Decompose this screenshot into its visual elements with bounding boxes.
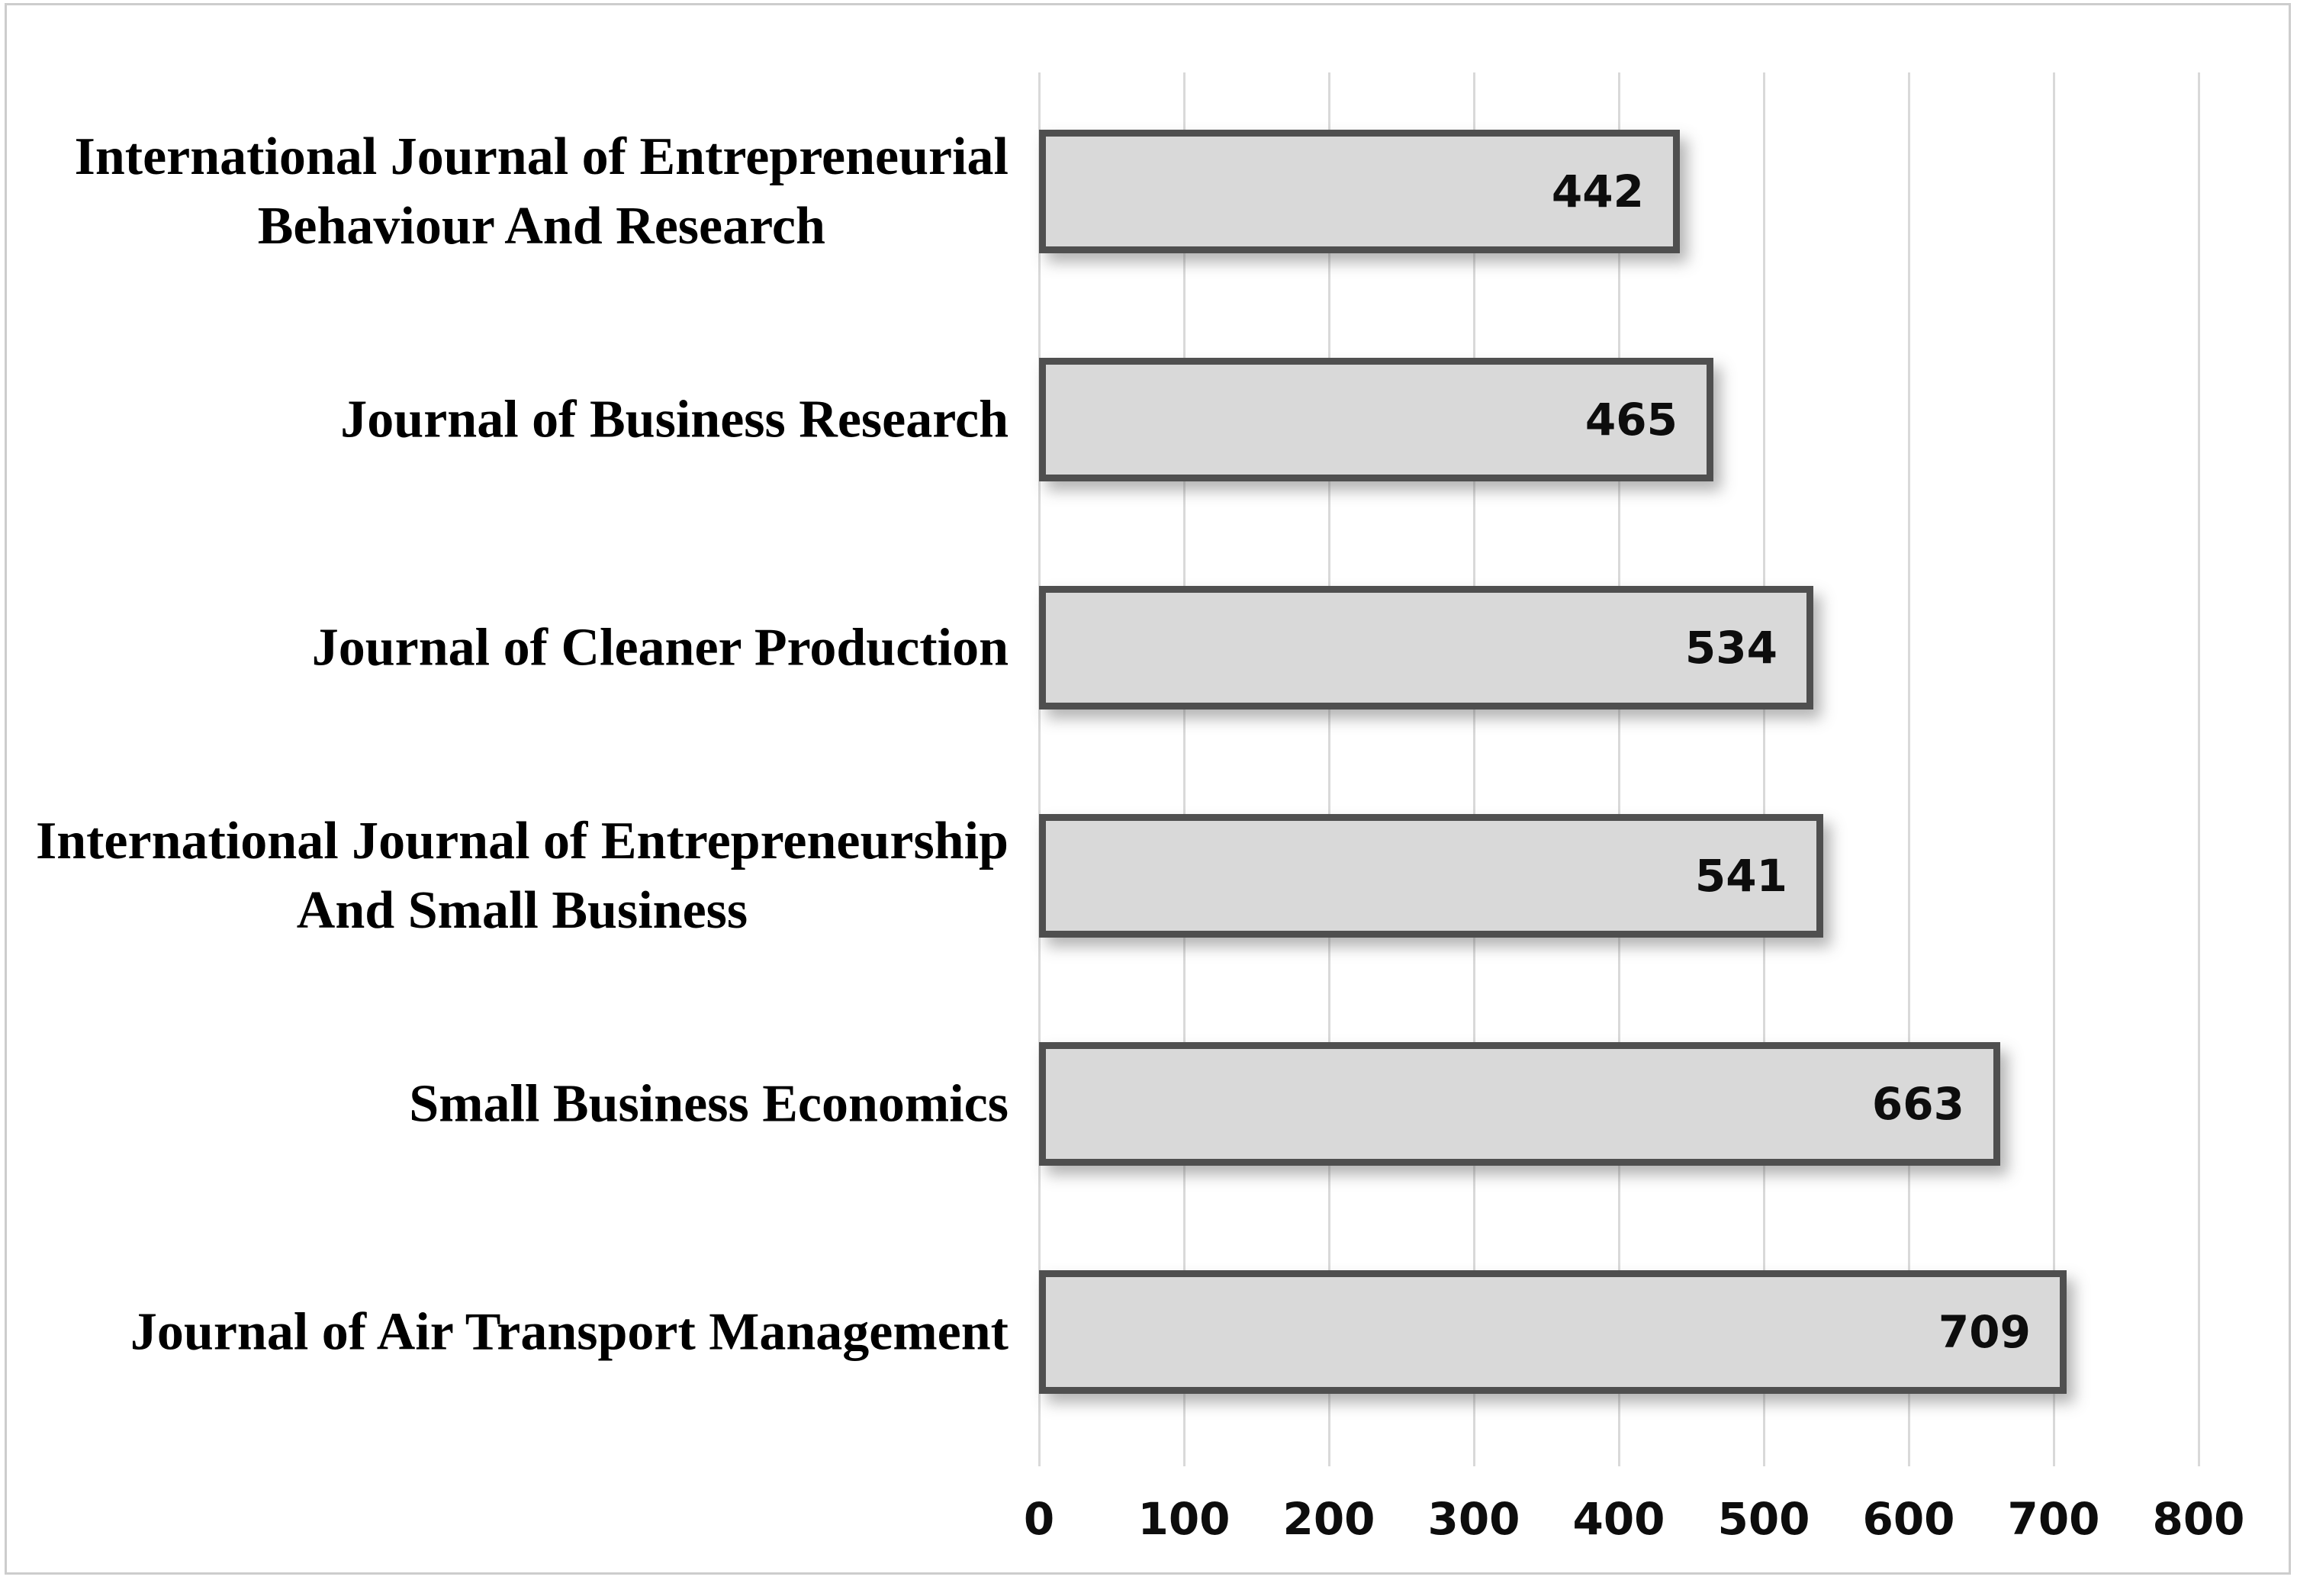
value-label: 534 <box>1684 622 1777 674</box>
bar: 663 <box>1039 1042 2000 1166</box>
x-tick-label: 300 <box>1427 1493 1520 1545</box>
x-tick-label: 100 <box>1137 1493 1231 1545</box>
category-label: Small Business Economics <box>409 1074 1009 1134</box>
gridline <box>2053 72 2055 1466</box>
bar: 541 <box>1039 814 1823 938</box>
value-label: 465 <box>1584 394 1678 446</box>
x-tick-label: 500 <box>1717 1493 1810 1545</box>
gridline <box>1473 72 1475 1466</box>
gridline <box>2198 72 2200 1466</box>
value-label: 442 <box>1551 166 1644 217</box>
category-label: Journal of Air Transport Management <box>130 1302 1009 1362</box>
x-tick-label: 200 <box>1282 1493 1375 1545</box>
x-tick-label: 800 <box>2152 1493 2245 1545</box>
bar: 534 <box>1039 586 1813 710</box>
gridline <box>1328 72 1330 1466</box>
category-label: International Journal of Entrepreneurshi… <box>35 812 1009 940</box>
category-label: Journal of Business Research <box>340 390 1009 449</box>
bar: 442 <box>1039 130 1680 253</box>
gridline <box>1618 72 1620 1466</box>
x-tick-label: 400 <box>1572 1493 1665 1545</box>
x-tick-label: 0 <box>1023 1493 1055 1545</box>
value-label: 663 <box>1871 1078 1964 1130</box>
bar: 709 <box>1039 1270 2067 1394</box>
x-tick-label: 700 <box>2007 1493 2100 1545</box>
category-label: International Journal of Entrepreneurial… <box>74 127 1009 256</box>
gridline <box>1908 72 1910 1466</box>
value-label: 541 <box>1694 850 1787 902</box>
gridline <box>1763 72 1765 1466</box>
gridline <box>1038 72 1041 1466</box>
gridline <box>1183 72 1185 1466</box>
x-tick-label: 600 <box>1862 1493 1955 1545</box>
value-label: 709 <box>1938 1306 2031 1358</box>
category-label: Journal of Cleaner Production <box>311 618 1009 677</box>
bar: 465 <box>1039 358 1713 481</box>
